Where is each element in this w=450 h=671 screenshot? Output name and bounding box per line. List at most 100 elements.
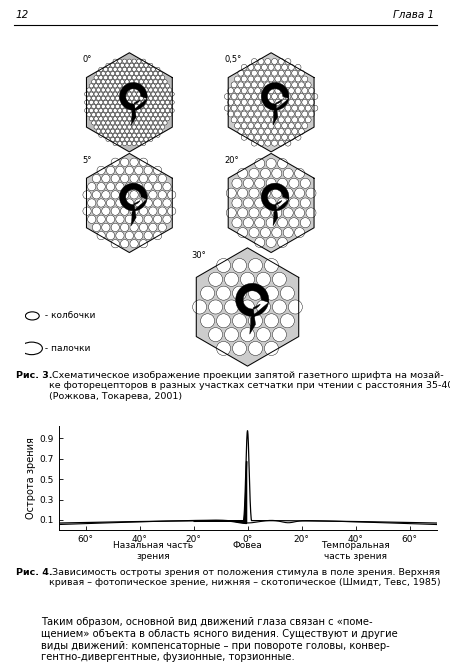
Circle shape xyxy=(104,100,108,105)
Circle shape xyxy=(285,58,291,64)
Circle shape xyxy=(130,113,134,117)
Circle shape xyxy=(163,105,167,109)
Circle shape xyxy=(151,100,155,105)
Circle shape xyxy=(118,133,122,138)
Circle shape xyxy=(151,67,155,72)
Circle shape xyxy=(92,207,101,215)
Circle shape xyxy=(111,158,119,166)
Circle shape xyxy=(148,105,153,109)
Circle shape xyxy=(120,80,124,84)
Circle shape xyxy=(251,117,257,123)
Circle shape xyxy=(278,93,284,99)
Polygon shape xyxy=(261,183,289,225)
Circle shape xyxy=(106,129,110,134)
Circle shape xyxy=(137,92,141,96)
Circle shape xyxy=(298,82,304,88)
Circle shape xyxy=(111,207,119,215)
Circle shape xyxy=(146,109,150,113)
Circle shape xyxy=(96,113,100,117)
Circle shape xyxy=(94,92,98,96)
Text: 0,5°: 0,5° xyxy=(224,55,241,64)
Circle shape xyxy=(104,133,108,138)
Circle shape xyxy=(132,76,136,80)
Circle shape xyxy=(282,99,288,105)
Circle shape xyxy=(161,117,165,121)
Circle shape xyxy=(113,67,117,72)
Circle shape xyxy=(312,105,318,111)
Circle shape xyxy=(248,76,254,82)
Circle shape xyxy=(249,188,259,198)
Circle shape xyxy=(139,71,144,76)
Circle shape xyxy=(158,71,162,76)
Circle shape xyxy=(132,133,136,138)
Circle shape xyxy=(289,178,299,189)
Circle shape xyxy=(238,208,248,218)
Circle shape xyxy=(225,300,239,314)
Circle shape xyxy=(283,227,293,238)
Circle shape xyxy=(241,123,247,129)
Circle shape xyxy=(104,92,108,96)
Circle shape xyxy=(255,64,261,70)
Circle shape xyxy=(106,113,110,117)
Circle shape xyxy=(255,99,261,105)
Circle shape xyxy=(87,96,91,100)
Circle shape xyxy=(261,111,267,117)
Circle shape xyxy=(144,215,153,223)
Circle shape xyxy=(151,133,155,138)
Circle shape xyxy=(302,76,308,82)
Circle shape xyxy=(85,109,89,113)
Circle shape xyxy=(238,129,244,134)
Circle shape xyxy=(111,96,115,100)
Circle shape xyxy=(288,300,302,314)
Circle shape xyxy=(101,113,105,117)
Circle shape xyxy=(111,63,115,67)
Polygon shape xyxy=(236,283,269,334)
Circle shape xyxy=(144,80,148,84)
Circle shape xyxy=(135,96,139,100)
Circle shape xyxy=(139,63,144,67)
Circle shape xyxy=(161,76,165,80)
Circle shape xyxy=(163,88,167,92)
Circle shape xyxy=(306,208,316,218)
Circle shape xyxy=(130,96,134,100)
Circle shape xyxy=(149,223,157,231)
Circle shape xyxy=(302,111,308,117)
Circle shape xyxy=(140,158,148,166)
Y-axis label: Острота зрения: Острота зрения xyxy=(27,437,36,519)
Circle shape xyxy=(158,88,162,92)
Circle shape xyxy=(122,100,127,105)
Circle shape xyxy=(135,183,143,191)
Circle shape xyxy=(121,223,129,231)
Circle shape xyxy=(96,88,100,92)
Circle shape xyxy=(111,191,119,199)
Circle shape xyxy=(283,208,293,218)
Circle shape xyxy=(144,199,153,207)
Circle shape xyxy=(127,84,131,88)
Circle shape xyxy=(121,240,129,248)
Text: - колбочки: - колбочки xyxy=(42,311,96,321)
Circle shape xyxy=(116,166,124,174)
Circle shape xyxy=(248,123,254,129)
Circle shape xyxy=(135,63,139,67)
Circle shape xyxy=(170,109,174,113)
Circle shape xyxy=(240,272,255,287)
Circle shape xyxy=(168,105,172,109)
Circle shape xyxy=(118,109,122,113)
Circle shape xyxy=(113,84,117,88)
Circle shape xyxy=(165,100,170,105)
Circle shape xyxy=(282,76,288,82)
Circle shape xyxy=(285,82,291,88)
Circle shape xyxy=(142,133,146,138)
Circle shape xyxy=(113,117,117,121)
Circle shape xyxy=(125,199,134,207)
Circle shape xyxy=(104,109,108,113)
Circle shape xyxy=(137,84,141,88)
Circle shape xyxy=(153,88,158,92)
Circle shape xyxy=(271,140,278,146)
Text: Темпоральная
часть зрения: Темпоральная часть зрения xyxy=(321,541,390,560)
Circle shape xyxy=(92,121,96,125)
Circle shape xyxy=(99,67,103,72)
Circle shape xyxy=(89,117,94,121)
Circle shape xyxy=(261,123,267,129)
Circle shape xyxy=(135,215,143,223)
